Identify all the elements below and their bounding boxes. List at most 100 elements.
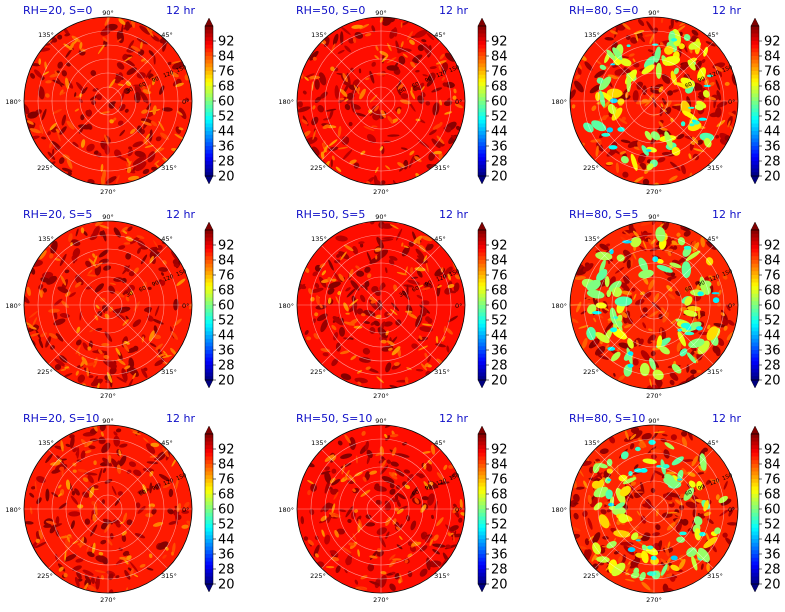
polar-outline [569, 220, 739, 390]
filament-cell [698, 465, 703, 471]
moist-cell [604, 37, 614, 41]
grid-spoke [653, 41, 714, 102]
colorbar-segment [478, 33, 486, 38]
filament-cell [42, 71, 50, 76]
dry-cell [599, 64, 607, 70]
filament-cell [648, 279, 655, 291]
colorbar-extend-min [750, 379, 760, 389]
dry-cell [664, 45, 674, 55]
moist-cell [600, 508, 607, 515]
colorbar-segment [478, 52, 486, 57]
filament-cell [453, 88, 457, 94]
moist-cell [127, 366, 139, 377]
moist-cell [346, 92, 354, 100]
filament-cell [416, 239, 421, 245]
filament-cell [351, 24, 364, 29]
filament-cell [74, 108, 80, 112]
moist-cell [407, 474, 414, 482]
colorbar-segment [205, 527, 213, 532]
moist-cell [108, 573, 114, 581]
colorbar-segment [205, 123, 213, 128]
moist-cell [85, 260, 92, 268]
filament-cell [59, 466, 65, 472]
colorbar-segment [478, 37, 486, 42]
moist-cell [447, 315, 458, 323]
dry-cell [618, 513, 629, 524]
filament-cell [331, 503, 336, 514]
colorbar-segment [751, 372, 759, 377]
moist-cell [371, 25, 376, 33]
filament-cell [152, 78, 156, 86]
filament-cell [396, 108, 401, 115]
filament-cell [92, 542, 96, 554]
colorbar-segment [751, 572, 759, 577]
moist-cell [65, 48, 73, 58]
moist-cell [716, 351, 721, 357]
colorbar-tick-label: 52 [764, 518, 781, 533]
colorbar-tick-label: 60 [218, 95, 235, 110]
colorbar-segment [751, 550, 759, 555]
moist-cell [320, 91, 328, 99]
moist-cell [325, 108, 337, 112]
filament-cell [353, 325, 363, 329]
colorbar-segment [478, 539, 486, 544]
moist-cell [427, 355, 431, 363]
dry-core-cell [698, 117, 707, 121]
filament-cell [362, 476, 367, 482]
filament-cell [379, 50, 389, 57]
angle-tick-label: 315° [707, 572, 723, 580]
radial-tick-label: 90 [151, 76, 160, 84]
moist-cell [61, 70, 67, 77]
colorbar-segment [751, 297, 759, 302]
colorbar-segment [478, 108, 486, 113]
filament-cell [598, 114, 609, 122]
filament-cell [352, 37, 357, 44]
moist-cell [149, 342, 157, 348]
moist-cell [597, 355, 610, 360]
filament-cell [331, 513, 335, 518]
radial-tick-label: 90 [424, 484, 433, 492]
filament-cell [330, 66, 335, 72]
colorbar-segment [478, 331, 486, 336]
moist-cell [117, 120, 124, 126]
filament-cell [440, 267, 444, 273]
angle-tick-label: 135° [584, 31, 600, 39]
filament-cell [605, 161, 614, 166]
filament-cell [115, 174, 120, 184]
colorbar-tick-label: 28 [491, 563, 508, 578]
filament-cell [658, 86, 664, 93]
moist-cell [391, 571, 396, 575]
dry-core-cell [606, 127, 614, 133]
filament-cell [122, 512, 128, 523]
colorbar-tick-label: 60 [764, 95, 781, 110]
filament-cell [59, 535, 68, 539]
colorbar-tick-label: 76 [491, 473, 508, 488]
moist-cell [98, 249, 109, 258]
dry-cell [702, 90, 710, 98]
filament-cell [664, 545, 670, 557]
moist-cell [727, 319, 735, 326]
filament-cell [183, 501, 190, 508]
filament-cell [635, 535, 643, 540]
angle-tick-label: 180° [278, 506, 294, 514]
moist-cell [726, 304, 731, 311]
moist-cell [630, 426, 640, 434]
moist-cell [646, 384, 658, 389]
dry-core-cell [608, 145, 618, 150]
angle-tick-label: 45° [161, 235, 173, 243]
colorbar-segment [205, 172, 213, 177]
filament-cell [717, 289, 722, 297]
filament-cell [400, 41, 404, 48]
moist-cell [582, 510, 588, 517]
moist-cell [124, 569, 131, 580]
time-label: 12 hr [439, 4, 468, 17]
filament-cell [380, 339, 387, 344]
colorbar-tick-label: 60 [218, 299, 235, 314]
colorbar-segment [751, 342, 759, 347]
filament-cell [321, 270, 327, 276]
dry-cell [613, 530, 631, 538]
moist-cell [42, 271, 54, 279]
filament-cell [342, 72, 348, 83]
moist-cell [162, 107, 173, 112]
filament-cell [633, 293, 637, 301]
